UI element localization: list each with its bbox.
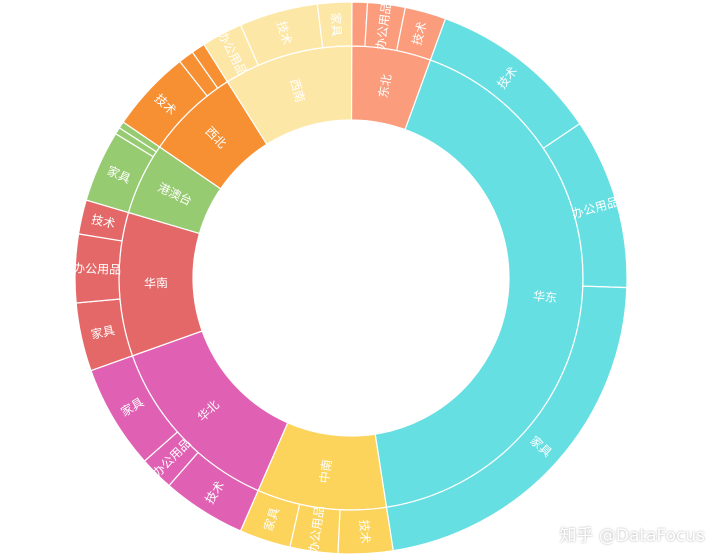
region-label-7: 东北	[376, 73, 394, 99]
region-label-1: 中南	[316, 458, 334, 484]
region-label-6: 西南	[287, 77, 308, 104]
watermark: 知乎 @DataFocus	[559, 526, 705, 546]
category-label-7-2: 技术	[410, 20, 430, 47]
category-label-1-0: 技术	[357, 519, 372, 544]
category-label-6-2: 家具	[328, 12, 344, 37]
category-label-7-1: 办公用品	[373, 1, 394, 51]
category-label-6-1: 技术	[274, 20, 294, 47]
region-label-0: 华东	[532, 289, 557, 305]
category-segment-7-2[interactable]	[395, 6, 447, 61]
category-label-1-1: 办公用品	[306, 505, 327, 555]
category-label-3-2: 技术	[90, 212, 117, 231]
category-ring	[74, 1, 628, 555]
category-label-3-1: 办公用品	[73, 260, 122, 277]
region-label-3: 华南	[144, 275, 168, 291]
category-label-3-0: 家具	[89, 322, 116, 342]
category-label-1-2: 家具	[260, 505, 282, 532]
region-ring	[118, 45, 584, 511]
